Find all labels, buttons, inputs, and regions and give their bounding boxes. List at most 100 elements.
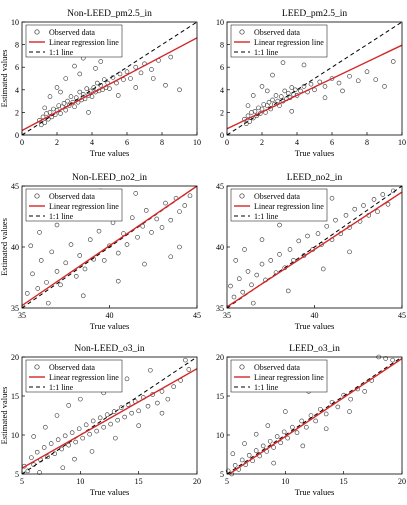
data-point (66, 442, 71, 448)
data-point (84, 86, 90, 91)
data-point (348, 396, 353, 402)
data-point (232, 463, 238, 468)
data-point (76, 426, 82, 432)
x-tick-label: 4 (295, 138, 299, 147)
data-point (31, 434, 36, 439)
data-point (245, 269, 251, 274)
data-point (335, 404, 341, 410)
data-point (322, 84, 328, 89)
data-point (54, 222, 60, 228)
data-point (253, 448, 259, 453)
chart-panel: Non-LEED_o3_in 5 10 15 20 5 10 15 20 True values E… (0, 344, 201, 497)
chart-panel: LEED_o3_in 5 10 15 20 5 10 15 20 True values Obser… (216, 344, 406, 497)
data-point (90, 418, 96, 424)
data-point (58, 111, 63, 116)
legend-box (25, 359, 123, 393)
scatter-series (242, 52, 396, 126)
y-tick-label: 10 (11, 18, 19, 27)
data-point (28, 243, 34, 249)
data-point (41, 445, 47, 450)
data-point (375, 209, 380, 214)
data-point (115, 417, 120, 423)
x-tick-label: 20 (398, 477, 406, 486)
data-point (300, 443, 306, 449)
data-point (93, 66, 98, 71)
data-point (308, 413, 314, 418)
legend-identity: 1:1 line (49, 212, 74, 221)
data-point (308, 81, 314, 87)
data-point (150, 76, 156, 81)
legend-regression: Linear regression line (49, 38, 119, 47)
data-point (296, 238, 302, 244)
x-tick-label: 0 (225, 138, 229, 147)
data-point (98, 59, 104, 64)
x-tick-label: 20 (193, 477, 201, 486)
legend-observed: Observed data (49, 363, 95, 372)
data-point (278, 94, 284, 99)
y-tick-label: 20 (11, 353, 19, 362)
y-tick-label: 35 (11, 304, 19, 313)
y-tick-label: 2 (15, 108, 19, 117)
x-tick-label: 10 (281, 477, 289, 486)
data-point (138, 70, 144, 76)
data-point (65, 98, 70, 104)
data-point (133, 191, 139, 196)
data-point (29, 455, 34, 460)
data-point (390, 59, 396, 64)
data-point (301, 62, 307, 68)
data-point (73, 439, 78, 445)
legend-identity: 1:1 line (49, 48, 74, 57)
chart-title: Non-LEED_no2_in (72, 173, 147, 183)
x-tick-label: 40 (311, 311, 319, 320)
y-tick-label: 45 (11, 182, 19, 191)
data-point (247, 119, 253, 124)
data-point (281, 429, 287, 435)
data-point (183, 357, 188, 363)
data-point (124, 69, 130, 75)
data-point (243, 121, 249, 126)
data-point (54, 85, 60, 90)
legend-regression: Linear regression line (254, 202, 324, 211)
x-tick-label: 15 (135, 477, 143, 486)
data-point (148, 367, 153, 373)
x-tick-label: 45 (193, 311, 201, 320)
legend-marker (239, 193, 245, 199)
data-point (83, 422, 89, 428)
x-axis-label: True values (295, 321, 335, 331)
data-point (59, 446, 64, 452)
regression-line (22, 368, 197, 469)
x-tick-label: 10 (398, 138, 406, 147)
data-point (101, 258, 107, 263)
legend-marker (239, 364, 245, 370)
x-tick-label: 2 (260, 138, 264, 147)
x-tick-label: 8 (160, 138, 164, 147)
x-tick-label: 6 (330, 138, 334, 147)
data-point (145, 403, 151, 409)
data-point (294, 430, 300, 435)
data-point (62, 433, 68, 439)
data-point (270, 72, 275, 78)
data-point (278, 440, 283, 446)
data-point (236, 276, 242, 282)
data-point (80, 92, 86, 97)
legend-regression: Linear regression line (49, 202, 119, 211)
data-point (168, 254, 174, 260)
legend-marker (34, 193, 40, 199)
y-tick-label: 5 (220, 470, 224, 479)
y-tick-label: 10 (216, 431, 224, 440)
x-axis-label: True values (295, 487, 335, 497)
data-point (61, 101, 67, 106)
data-point (115, 93, 121, 98)
data-point (230, 451, 236, 457)
data-point (143, 208, 149, 213)
data-point (129, 410, 134, 416)
y-tick-label: 15 (216, 392, 224, 401)
data-point (277, 222, 282, 228)
regression-line (227, 191, 402, 308)
data-point (371, 197, 377, 202)
